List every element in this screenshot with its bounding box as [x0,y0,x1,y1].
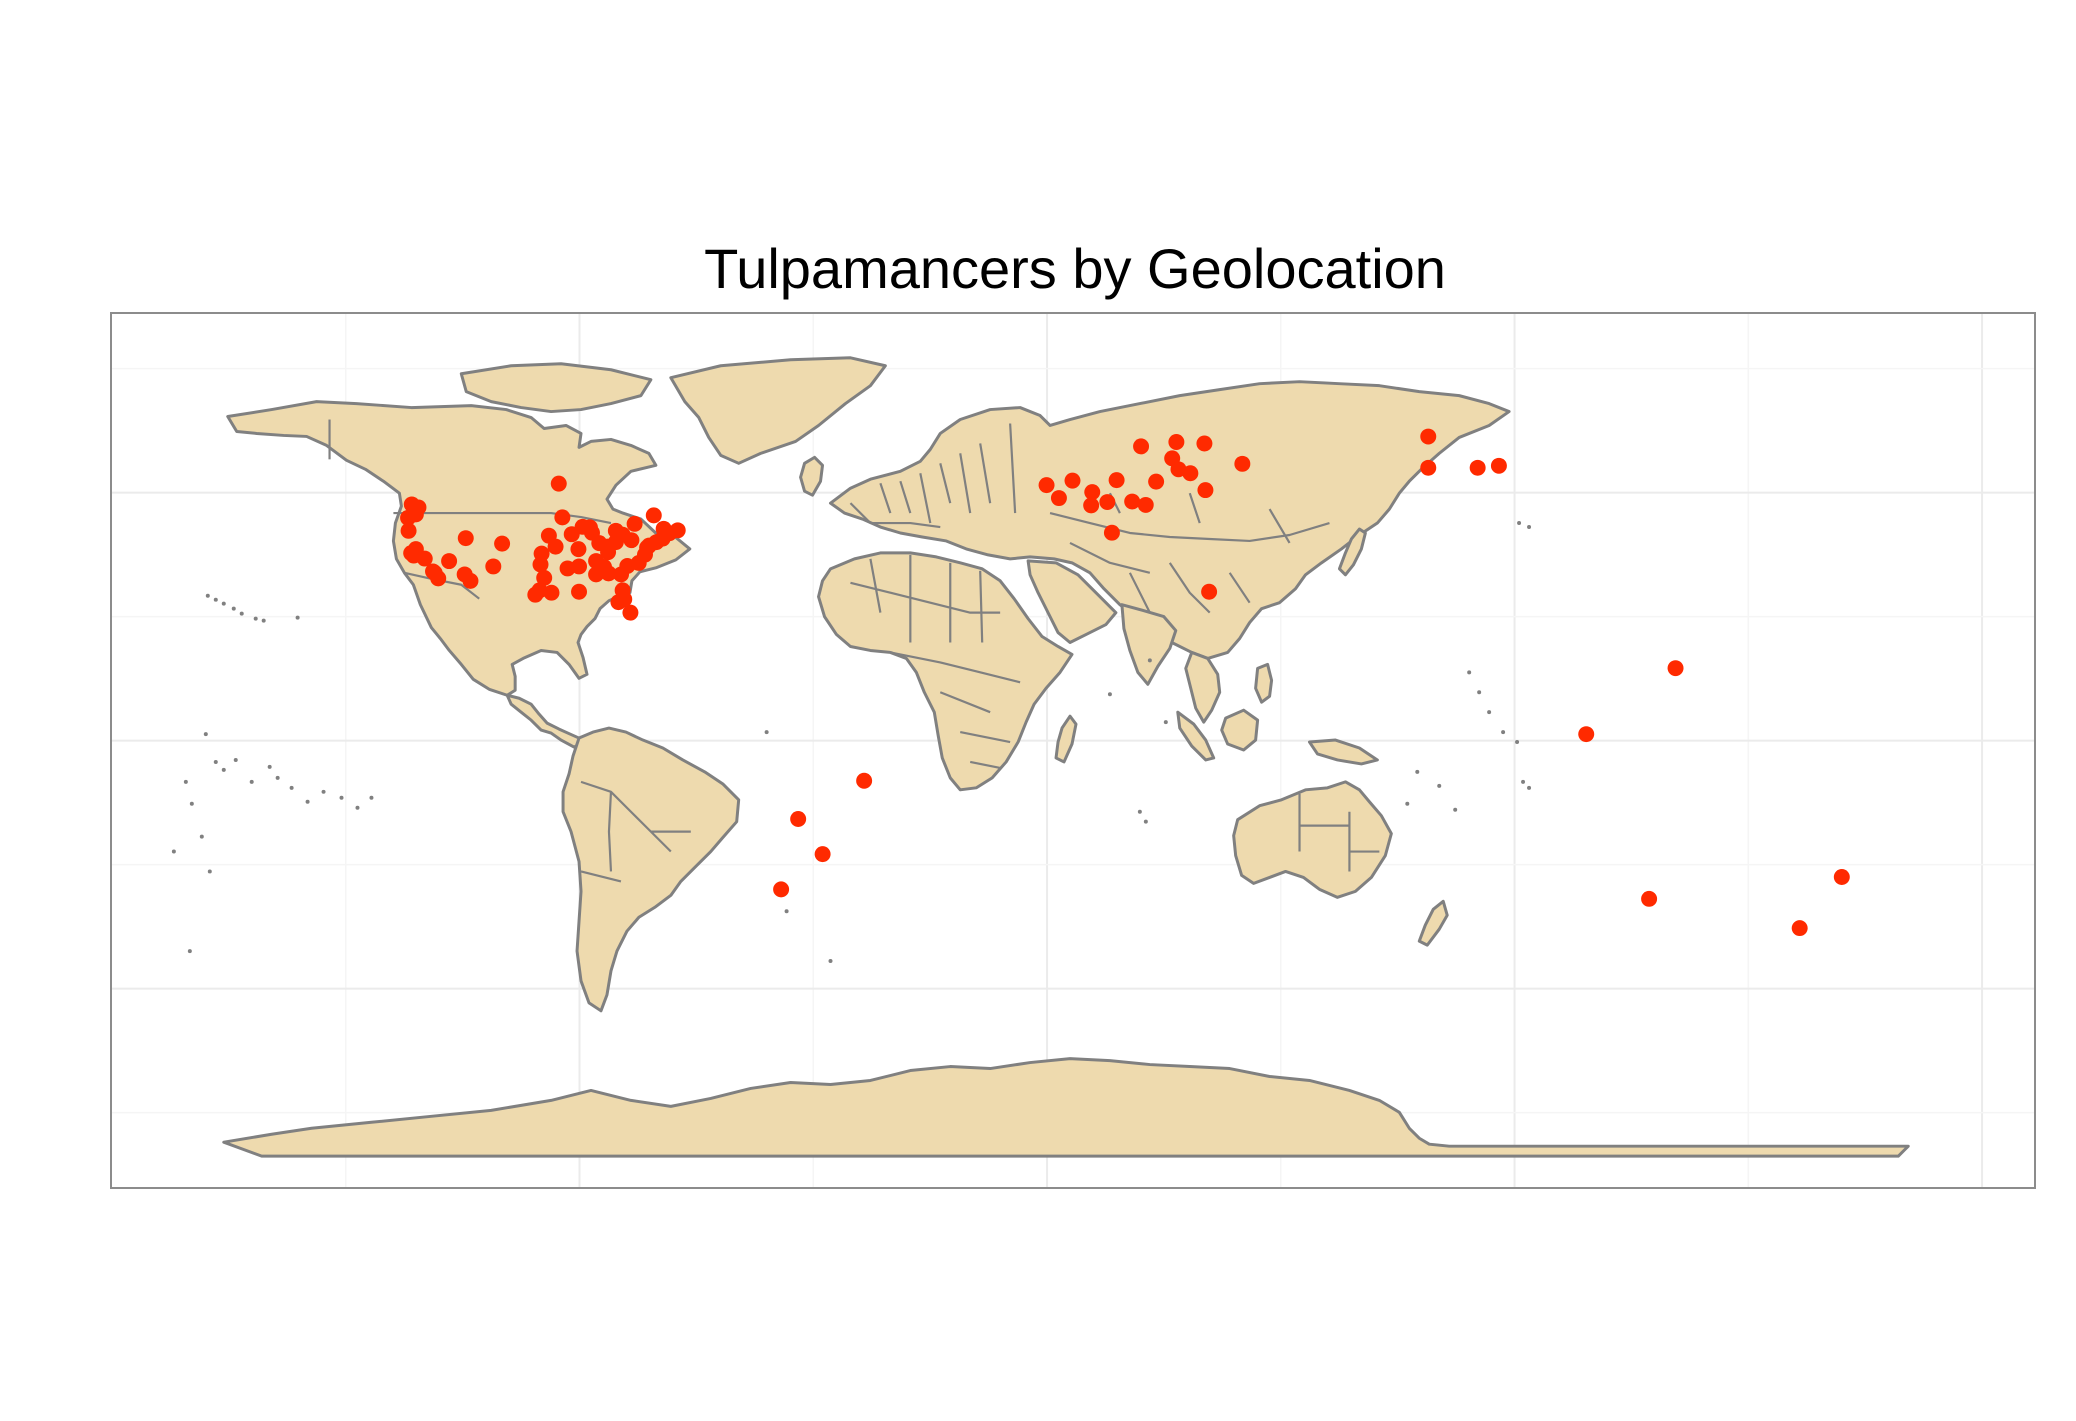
border-australia [1298,793,1380,872]
landmass-borneo [1220,708,1260,752]
geolocation-point[interactable] [536,569,553,586]
geolocation-point[interactable] [814,846,831,863]
geolocation-point[interactable] [410,499,427,516]
geolocation-point[interactable] [570,541,587,558]
landmass-greenland [669,356,887,465]
geolocation-point[interactable] [1420,459,1437,476]
geolocation-point[interactable] [1578,726,1595,743]
map-panel[interactable] [110,312,2036,1189]
border-south-america [580,780,691,883]
geolocation-point[interactable] [400,522,417,539]
geolocation-point[interactable] [457,530,474,547]
geolocation-point[interactable] [485,558,502,575]
landmass-north-america [226,400,692,697]
geolocation-point[interactable] [1667,660,1684,677]
border-us-mexico [404,571,480,600]
geolocation-point[interactable] [661,525,678,542]
landmass-indochina [1184,650,1222,724]
geolocation-point[interactable] [1791,920,1808,937]
landmass-new-guinea [1308,738,1379,766]
geolocation-point[interactable] [550,475,567,492]
geolocation-point[interactable] [1103,524,1120,541]
geolocation-point[interactable] [400,509,417,526]
world-map[interactable] [112,314,2034,1187]
landmass-south-america [561,726,741,1013]
geolocation-point[interactable] [790,811,807,827]
landmass-madagascar [1054,714,1078,764]
geolocation-point[interactable] [416,550,433,567]
geolocation-point[interactable] [1469,459,1486,476]
border-africa [850,554,1021,769]
geolocation-point[interactable] [1108,472,1125,489]
tulpamancer-points[interactable] [400,428,1850,937]
landmass-central-america [505,693,583,749]
landmass-arabia [1026,559,1118,644]
country-borders [328,419,1380,883]
geolocation-point[interactable] [1099,494,1116,511]
landmass-arctic-islands [459,362,653,414]
geolocation-point[interactable] [1196,435,1213,452]
border-us-canada [393,511,612,525]
geolocation-point[interactable] [441,553,458,570]
landmass-india [1120,603,1178,686]
geolocation-point[interactable] [1064,472,1081,489]
landmass-antarctica [222,1057,1910,1158]
geolocation-point[interactable] [462,572,479,589]
landmass-philippines [1254,662,1274,704]
geolocation-point[interactable] [563,526,580,543]
geolocation-point[interactable] [554,509,571,526]
geolocation-point[interactable] [645,507,662,524]
landmass-great-britain [799,455,825,497]
geolocation-point[interactable] [540,527,557,544]
geolocation-point[interactable] [1833,869,1850,885]
geolocation-point[interactable] [622,604,639,621]
landmass-africa [817,551,1074,792]
landmass-eurasia [829,380,1511,660]
geolocation-point[interactable] [595,558,612,575]
geolocation-point[interactable] [613,566,630,583]
geolocation-point[interactable] [494,535,511,552]
geolocation-point[interactable] [856,772,873,789]
geolocation-point[interactable] [1197,482,1214,499]
chart-title: Tulpamancers by Geolocation [704,237,1446,300]
geolocation-point[interactable] [773,881,790,898]
geolocation-point[interactable] [533,545,550,562]
pacific-islands [171,521,1532,964]
geolocation-point[interactable] [1201,583,1218,600]
geolocation-point[interactable] [1168,434,1185,450]
landmass-australia [1232,780,1393,899]
geolocation-point[interactable] [1148,473,1165,490]
land-masses [222,356,1910,1158]
geolocation-point[interactable] [559,560,576,577]
geolocation-point[interactable] [1084,484,1101,501]
geolocation-point[interactable] [426,564,443,581]
geolocation-point[interactable] [626,515,643,532]
geolocation-point[interactable] [543,584,560,601]
geolocation-point[interactable] [527,586,544,603]
geolocation-point[interactable] [1234,455,1251,472]
geolocation-point[interactable] [1182,465,1199,482]
geolocation-point[interactable] [571,583,588,600]
geolocation-point[interactable] [1490,457,1507,474]
border-europe [849,423,1017,529]
geolocation-point[interactable] [1124,493,1141,510]
geolocation-point[interactable] [1133,438,1150,455]
landmass-japan [1337,527,1367,577]
geolocation-point[interactable] [1137,496,1154,513]
geolocation-point[interactable] [1038,477,1055,494]
landmass-new-zealand [1417,899,1449,947]
geolocation-point[interactable] [600,538,617,555]
geolocation-point[interactable] [623,532,640,549]
geolocation-point[interactable] [614,582,631,599]
geolocation-point[interactable] [1083,497,1100,514]
geolocation-point[interactable] [1641,890,1658,907]
geolocation-point[interactable] [1050,490,1067,507]
geolocation-point[interactable] [1420,428,1437,445]
landmass-sumatra [1176,710,1216,762]
